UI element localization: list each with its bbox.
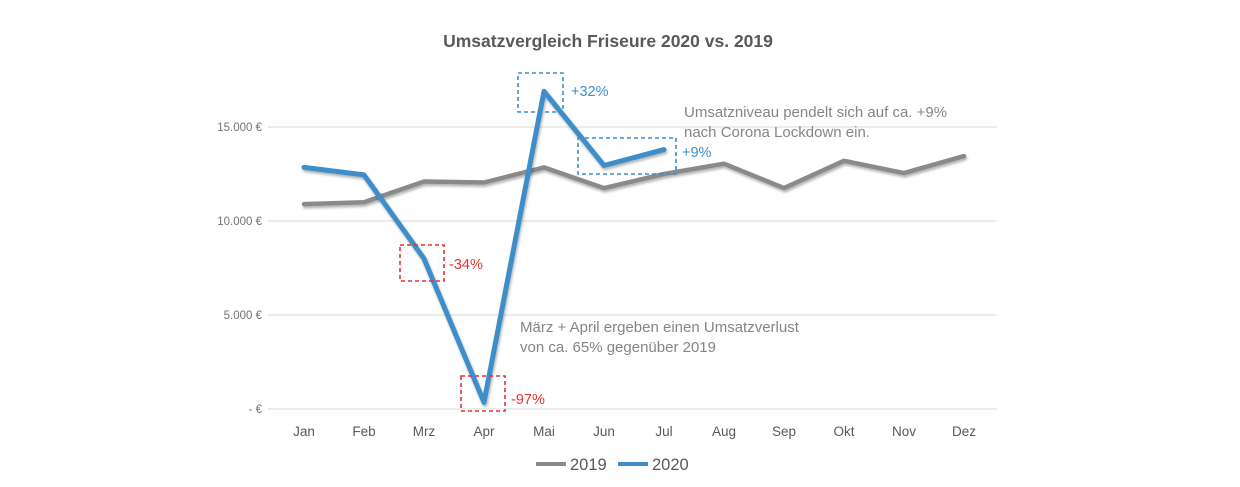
chart-title: Umsatzvergleich Friseure 2020 vs. 2019: [443, 31, 773, 51]
x-axis-tick-label: Jan: [293, 424, 315, 439]
x-axis-tick-label: Mai: [533, 424, 555, 439]
x-axis-tick-label: Apr: [473, 424, 495, 439]
percent-labels-group: -34% -97% +32% +9%: [449, 84, 712, 408]
note-line: März + April ergeben einen Umsatzverlust: [520, 319, 800, 336]
percent-label: -97%: [511, 392, 545, 408]
x-axis-tick-label: Jul: [655, 424, 672, 439]
x-axis-tick-label: Dez: [952, 424, 976, 439]
x-axis-tick-label: Okt: [833, 424, 854, 439]
x-axis-tick-label: Sep: [772, 424, 796, 439]
x-axis-tick-label: Aug: [712, 424, 736, 439]
series-lines-group: [301, 88, 967, 405]
y-axis-tick-label: 5.000 €: [224, 310, 263, 322]
legend-group: 2019 2020: [536, 456, 689, 474]
annotation-box: [517, 72, 564, 113]
x-axis-tick-label: Mrz: [413, 424, 436, 439]
series-line-2020: [301, 88, 667, 405]
gridlines-group: [268, 126, 997, 410]
note-line: Umsatzniveau pendelt sich auf ca. +9%: [684, 104, 947, 121]
annotation-box: [460, 375, 506, 412]
percent-label: -34%: [449, 257, 483, 273]
y-axis-tick-label: 10.000 €: [217, 216, 262, 228]
note-texts-group: Umsatzniveau pendelt sich auf ca. +9% nac…: [520, 104, 947, 356]
note-line: von ca. 65% gegenüber 2019: [520, 339, 716, 356]
annotation-box: [399, 244, 445, 282]
annotation-box: [577, 137, 677, 175]
y-axis-tick-label: 15.000 €: [217, 122, 262, 134]
legend-label: 2019: [570, 456, 607, 474]
note-line: nach Corona Lockdown ein.: [684, 124, 870, 141]
x-axis-tick-label: Nov: [892, 424, 916, 439]
x-axis-labels-group: Jan Feb Mrz Apr Mai Jun Jul Aug Sep Okt Nov Dez: [293, 424, 976, 439]
percent-label: +32%: [571, 84, 609, 100]
legend-label: 2020: [652, 456, 689, 474]
x-axis-tick-label: Feb: [352, 424, 375, 439]
percent-label: +9%: [682, 145, 712, 161]
series-line-2019: [301, 153, 967, 207]
y-axis-tick-label: - €: [249, 404, 263, 416]
y-axis-labels-group: - € 5.000 € 10.000 € 15.000 €: [217, 122, 262, 416]
annotation-boxes-group: [399, 72, 677, 412]
x-axis-tick-label: Jun: [593, 424, 615, 439]
